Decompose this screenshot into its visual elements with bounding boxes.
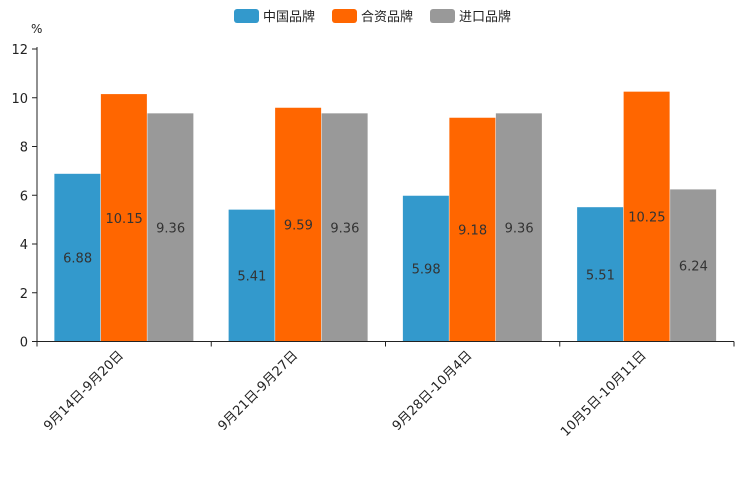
- x-tick-label: 10月5日-10月11日: [558, 348, 650, 440]
- legend-swatch: [332, 9, 357, 23]
- legend-swatch: [234, 9, 259, 23]
- y-tick-label: 12: [11, 43, 28, 58]
- data-labels: 6.88 10.15 9.36 5.41 9.59 9.36 5.98 9.18 9.36 5.5…: [63, 211, 708, 285]
- x-tick-label: 9月28日-10月4日: [390, 348, 476, 434]
- data-label: 10.15: [106, 212, 143, 227]
- data-label: 10.25: [628, 211, 665, 226]
- bar: [100, 94, 147, 342]
- y-tick-label: 0: [20, 336, 28, 351]
- bar: [54, 173, 101, 342]
- data-label: 5.98: [412, 263, 441, 278]
- y-tick-label: 2: [20, 287, 28, 302]
- y-tick-label: 4: [20, 238, 28, 253]
- legend-label: 中国品牌: [263, 9, 315, 25]
- legend-label: 合资品牌: [361, 9, 413, 25]
- y-axis: 0 2 4 6 8 10 12: [11, 43, 38, 351]
- data-label: 5.51: [586, 268, 615, 283]
- legend-label: 进口品牌: [459, 9, 511, 25]
- bar: [147, 113, 194, 342]
- legend: 中国品牌 合资品牌 进口品牌: [234, 9, 511, 25]
- legend-swatch: [430, 9, 455, 23]
- y-tick-label: 6: [20, 189, 28, 204]
- data-label: 6.88: [63, 252, 92, 267]
- bar: [321, 113, 368, 342]
- data-label: 9.59: [284, 219, 313, 234]
- data-label: 9.36: [156, 221, 185, 236]
- x-tick-label: 9月21日-9月27日: [215, 348, 301, 434]
- data-label: 6.24: [679, 259, 708, 274]
- bar: [670, 189, 717, 342]
- y-tick-label: 8: [20, 141, 28, 156]
- bars: [54, 91, 717, 342]
- bar: [577, 207, 624, 342]
- y-axis-unit-label: %: [31, 22, 42, 36]
- y-tick-label: 10: [11, 92, 28, 107]
- bar: [228, 209, 275, 342]
- bar: [275, 107, 322, 342]
- data-label: 9.36: [330, 221, 359, 236]
- x-tick-label: 9月14日-9月20日: [41, 348, 127, 434]
- bar: [402, 195, 449, 342]
- bar: [449, 117, 496, 342]
- data-label: 5.41: [237, 270, 266, 285]
- bar: [623, 91, 670, 342]
- x-axis: 9月14日-9月20日 9月21日-9月27日 9月28日-10月4日 10月5日-1…: [36, 341, 735, 440]
- data-label: 9.18: [458, 224, 487, 239]
- data-label: 9.36: [505, 221, 534, 236]
- bar: [495, 113, 542, 342]
